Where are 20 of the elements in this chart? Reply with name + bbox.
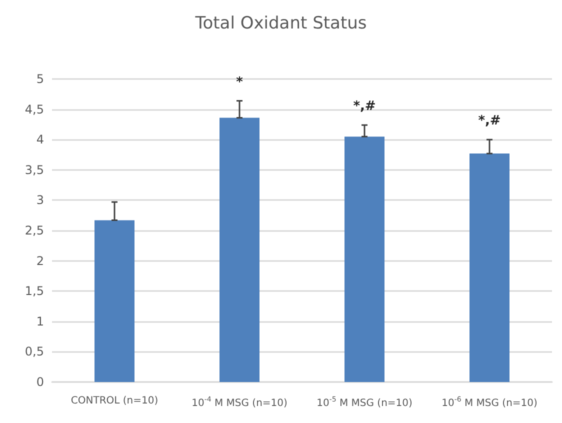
y-tick-label: 5	[36, 72, 44, 86]
y-tick-label: 4,5	[24, 102, 44, 116]
y-tick-label: 4	[36, 132, 44, 147]
annotation: *,#	[353, 99, 376, 114]
chart-title: Total Oxidant Status	[194, 14, 367, 34]
y-tick-label: 3,5	[24, 162, 44, 177]
y-tick-label: 0	[36, 375, 44, 389]
y-tick-label: 0,5	[24, 344, 44, 359]
y-tick-label: 3	[36, 193, 44, 208]
bar	[94, 220, 134, 382]
bar	[470, 154, 510, 382]
annotation: *	[236, 74, 244, 90]
y-tick-label: 2	[36, 254, 44, 268]
y-tick-label: 1,5	[24, 284, 44, 298]
x-tick-label: CONTROL (n=10)	[70, 396, 158, 406]
bar	[344, 136, 384, 382]
y-tick-label: 2,5	[24, 224, 44, 238]
y-tick-label: 1	[36, 314, 44, 328]
annotation: *,#	[478, 114, 501, 129]
bar	[220, 118, 260, 382]
